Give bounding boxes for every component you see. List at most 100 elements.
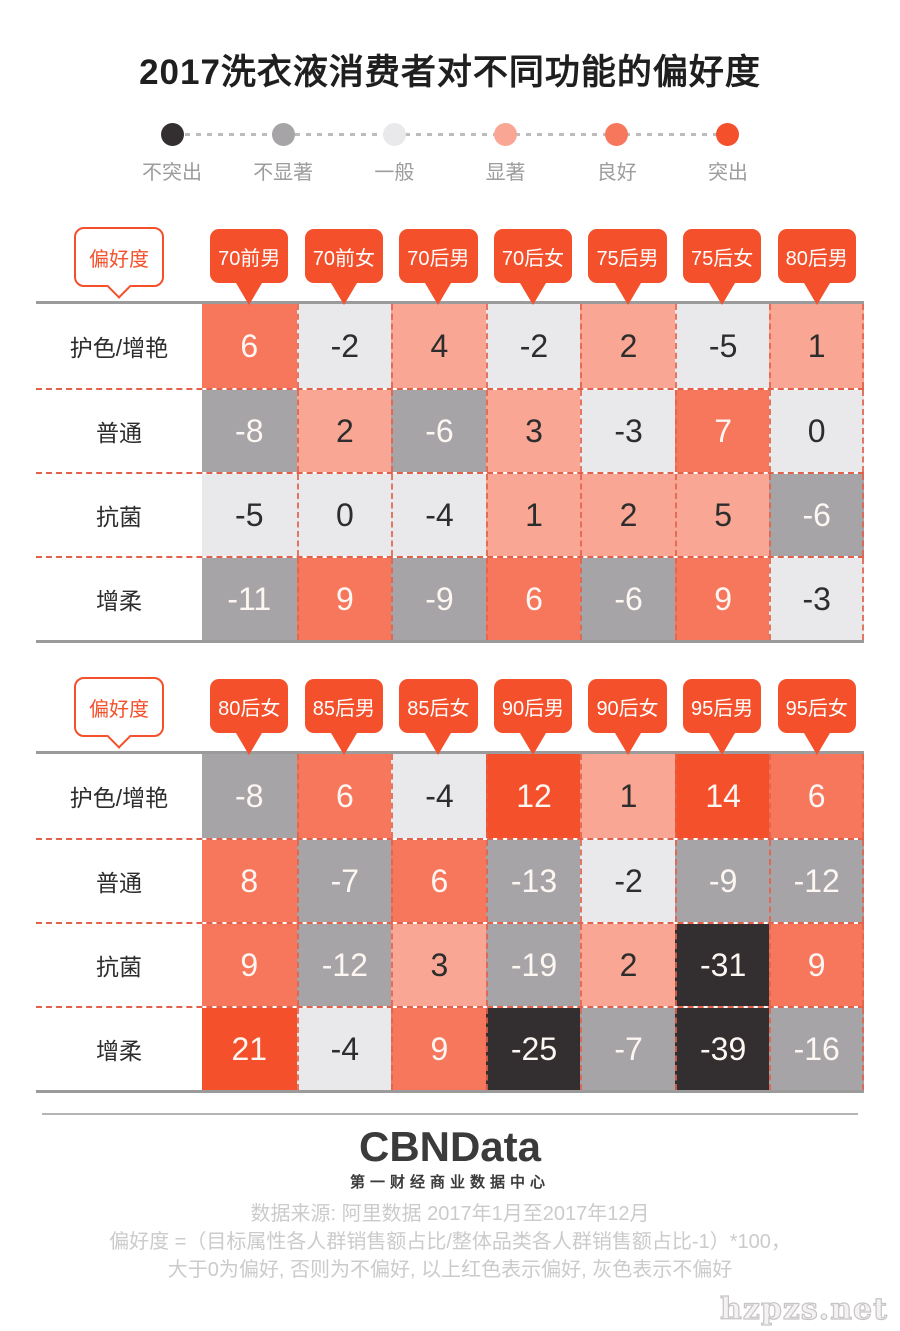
heatmap-cell: 1: [485, 474, 581, 556]
legend-label: 不突出: [142, 162, 202, 184]
heatmap-cell: -3: [769, 558, 864, 640]
preference-table: 偏好度 70前男 70前女 70后男 70后女 75后男 75后女 80后男 护色/增艳 6-…: [36, 223, 864, 643]
heatmap-cell: 9: [769, 924, 864, 1006]
column-head: 70前男: [202, 223, 297, 301]
heatmap-cell: 0: [769, 390, 864, 472]
row-label: 增柔: [36, 558, 202, 640]
table-body: 护色/增艳 6 -2 4 -2 2 -5 1 普通 -8 2 -6 3 -3 7 0 抗菌 -5 0 -4 1 2 5 -6 增…: [36, 301, 864, 643]
table-row: 护色/增艳 6 -2 4 -2 2 -5 1: [36, 304, 864, 388]
column-badge: 85后男: [304, 679, 383, 733]
heatmap-cell: -8: [202, 754, 297, 838]
heatmap-cell: 2: [580, 924, 675, 1006]
column-head: 70后女: [486, 223, 581, 301]
legend-dot-icon: [494, 123, 518, 146]
legend-dot-icon: [716, 123, 740, 146]
heatmap-cell: -3: [580, 390, 675, 472]
column-badge: 70前女: [304, 229, 383, 283]
legend-item: 一般: [342, 123, 446, 185]
column-badge: 90后男: [493, 679, 573, 733]
cbndata-logo-subtitle: 第一财经商业数据中心: [349, 1174, 550, 1191]
table-row: 普通 8 -7 6 -13 -2 -9 -12: [36, 838, 864, 922]
column-badge: 70后男: [399, 229, 478, 283]
column-head: 75后男: [580, 223, 675, 301]
preference-label-bubble: 偏好度: [74, 677, 164, 737]
legend-item: 良好: [565, 123, 669, 185]
preference-table: 偏好度 80后女 85后男 85后女 90后男 90后女 95后男 95后女 护色/增艳 -8…: [36, 673, 864, 1093]
row-label: 护色/增艳: [36, 754, 202, 838]
heatmap-cell: 2: [580, 474, 675, 556]
heatmap-cell: 14: [674, 754, 770, 838]
column-head: 90后男: [486, 673, 581, 751]
heatmap-cell: -31: [674, 924, 770, 1006]
preference-label-bubble: 偏好度: [74, 227, 164, 287]
legend-connector-line: [174, 133, 726, 136]
watermark: hzpzs.net: [719, 1291, 888, 1327]
page-title: 2017洗衣液消费者对不同功能的偏好度: [139, 53, 761, 92]
legend-item: 不突出: [120, 123, 224, 185]
column-badge: 85后女: [399, 679, 478, 733]
formula-line: 偏好度 =（目标属性各人群销售额占比/整体品类各人群销售额占比-1）*100，: [109, 1231, 791, 1253]
heatmap-cell: -16: [769, 1008, 864, 1090]
column-badge: 80后男: [777, 229, 856, 283]
data-source-line: 数据来源: 阿里数据 2017年1月至2017年12月: [250, 1203, 650, 1225]
heatmap-cell: 6: [391, 840, 486, 922]
row-label: 增柔: [36, 1008, 202, 1090]
heatmap-cell: -9: [391, 558, 486, 640]
column-badge: 75后男: [588, 229, 667, 283]
logo-block: CBNData 第一财经商业数据中心: [0, 1125, 900, 1192]
column-badge: 70后女: [493, 229, 573, 283]
row-label: 护色/增艳: [36, 304, 202, 388]
legend: 不突出 不显著 一般 显著 良好 突出: [120, 123, 780, 184]
heatmap-cell: 2: [580, 304, 675, 388]
legend-label: 良好: [596, 162, 637, 184]
heatmap-cell: -8: [202, 390, 297, 472]
heatmap-cell: -11: [202, 558, 297, 640]
legend-dot-icon: [605, 123, 629, 146]
table-row: 增柔 -11 9 -9 6 -6 9 -3: [36, 556, 864, 640]
table-row: 护色/增艳 -8 6 -4 12 1 14 6: [36, 754, 864, 838]
heatmap-cell: -9: [674, 840, 770, 922]
heatmap-cell: 3: [391, 924, 486, 1006]
heatmap-cell: 12: [485, 754, 581, 838]
heatmap-cell: -5: [674, 304, 770, 388]
column-badge: 75后女: [683, 229, 762, 283]
legend-dot-icon: [160, 123, 184, 146]
heatmap-cell: 6: [769, 754, 864, 838]
heatmap-cell: 6: [485, 558, 581, 640]
column-head: 70前女: [297, 223, 392, 301]
footer-divider: [42, 1113, 858, 1115]
heatmap-cell: -2: [296, 304, 392, 388]
legend-label: 显著: [485, 162, 526, 184]
legend-item: 显著: [454, 123, 558, 185]
note-line: 大于0为偏好, 否则为不偏好, 以上红色表示偏好, 灰色表示不偏好: [167, 1259, 733, 1281]
heatmap-cell: -39: [674, 1008, 770, 1090]
column-head: 95后女: [769, 673, 864, 751]
legend-label: 突出: [707, 162, 748, 184]
heatmap-cell: 9: [674, 558, 770, 640]
heatmap-cell: -12: [769, 840, 864, 922]
table-row: 抗菌 9 -12 3 -19 2 -31 9: [36, 922, 864, 1006]
heatmap-cell: -4: [391, 474, 486, 556]
row-label: 抗菌: [36, 924, 202, 1006]
table-body: 护色/增艳 -8 6 -4 12 1 14 6 普通 8 -7 6 -13 -2 -9 -12 抗菌 9 -12 3-…: [36, 751, 864, 1093]
heatmap-cell: 1: [769, 304, 864, 388]
legend-dot-icon: [271, 123, 295, 146]
column-head: 95后男: [675, 673, 770, 751]
table-row: 普通 -8 2 -6 3 -3 7 0: [36, 388, 864, 472]
heatmap-cell: 8: [202, 840, 297, 922]
heatmap-cell: -7: [580, 1008, 675, 1090]
heatmap-cell: 5: [674, 474, 770, 556]
heatmap-cell: 6: [202, 304, 297, 388]
heatmap-cell: 6: [296, 754, 392, 838]
heatmap-cell: 3: [485, 390, 581, 472]
row-label: 普通: [36, 390, 202, 472]
heatmap-cell: 9: [202, 924, 297, 1006]
heatmap-cell: 9: [391, 1008, 486, 1090]
legend-dot-icon: [382, 123, 406, 146]
heatmap-cell: 21: [202, 1008, 297, 1090]
legend-items: 不突出 不显著 一般 显著 良好 突出: [120, 123, 780, 185]
table-row: 抗菌 -5 0 -4 1 2 5 -6: [36, 472, 864, 556]
table-header: 偏好度 70前男 70前女 70后男 70后女 75后男 75后女 80后男: [36, 223, 864, 301]
heatmap-cell: -7: [296, 840, 392, 922]
